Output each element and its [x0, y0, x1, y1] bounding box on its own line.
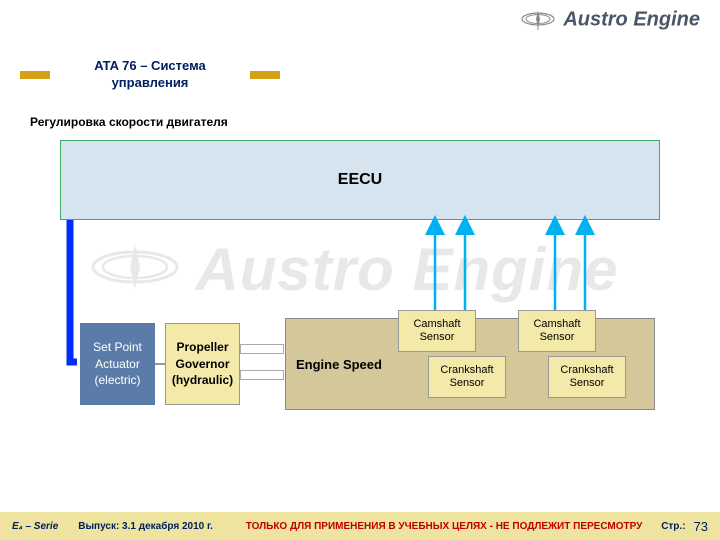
footer-issue: Выпуск: 3.1 декабря 2010 г. — [78, 521, 213, 532]
setpoint-line-3: (electric) — [80, 372, 155, 389]
brand-logo: Austro Engine — [521, 8, 700, 35]
footer-page-number: 73 — [694, 519, 708, 534]
cam2-line-1: Camshaft — [519, 318, 595, 331]
connector-box-top — [240, 344, 284, 354]
footer-bar: E₄ – Serie Выпуск: 3.1 декабря 2010 г. Т… — [0, 512, 720, 540]
footer-warning: ТОЛЬКО ДЛЯ ПРИМЕНЕНИЯ В УЧЕБНЫХ ЦЕЛЯХ - … — [227, 521, 661, 532]
brand-text: Austro Engine — [563, 9, 700, 31]
section-title: ATA 76 – Система управления — [50, 58, 250, 92]
section-title-bar: ATA 76 – Система управления — [20, 55, 280, 95]
title-accent-right — [250, 71, 280, 79]
setpoint-actuator-block: Set Point Actuator (electric) — [80, 323, 155, 405]
connector-box-bottom — [240, 370, 284, 380]
governor-line-2: Governor — [166, 356, 239, 373]
eecu-block: EECU — [60, 140, 660, 220]
diagram-area: EECU Set Point Actuator (electric) Prop — [50, 140, 670, 450]
setpoint-line-2: Actuator — [80, 356, 155, 373]
cam1-line-2: Sensor — [399, 331, 475, 344]
crank1-line-1: Crankshaft — [429, 364, 505, 377]
governor-line-3: (hydraulic) — [166, 372, 239, 389]
crank2-line-1: Crankshaft — [549, 364, 625, 377]
title-line-1: ATA 76 – Система — [94, 58, 206, 73]
title-line-2: управления — [112, 75, 189, 90]
engine-speed-label: Engine Speed — [296, 357, 382, 372]
cam1-line-1: Camshaft — [399, 318, 475, 331]
crank2-line-2: Sensor — [549, 377, 625, 390]
title-accent-left — [20, 71, 50, 79]
setpoint-line-1: Set Point — [80, 339, 155, 356]
propeller-icon — [521, 8, 555, 35]
crankshaft-sensor-2: Crankshaft Sensor — [548, 356, 626, 398]
governor-line-1: Propeller — [166, 339, 239, 356]
footer-page-label: Стр.: — [661, 521, 685, 532]
crank1-line-2: Sensor — [429, 377, 505, 390]
camshaft-sensor-2: Camshaft Sensor — [518, 310, 596, 352]
eecu-label: EECU — [338, 171, 382, 189]
cam2-line-2: Sensor — [519, 331, 595, 344]
propeller-governor-block: Propeller Governor (hydraulic) — [165, 323, 240, 405]
camshaft-sensor-1: Camshaft Sensor — [398, 310, 476, 352]
crankshaft-sensor-1: Crankshaft Sensor — [428, 356, 506, 398]
footer-series: E₄ – Serie — [12, 521, 58, 532]
subtitle: Регулировка скорости двигателя — [30, 115, 228, 129]
